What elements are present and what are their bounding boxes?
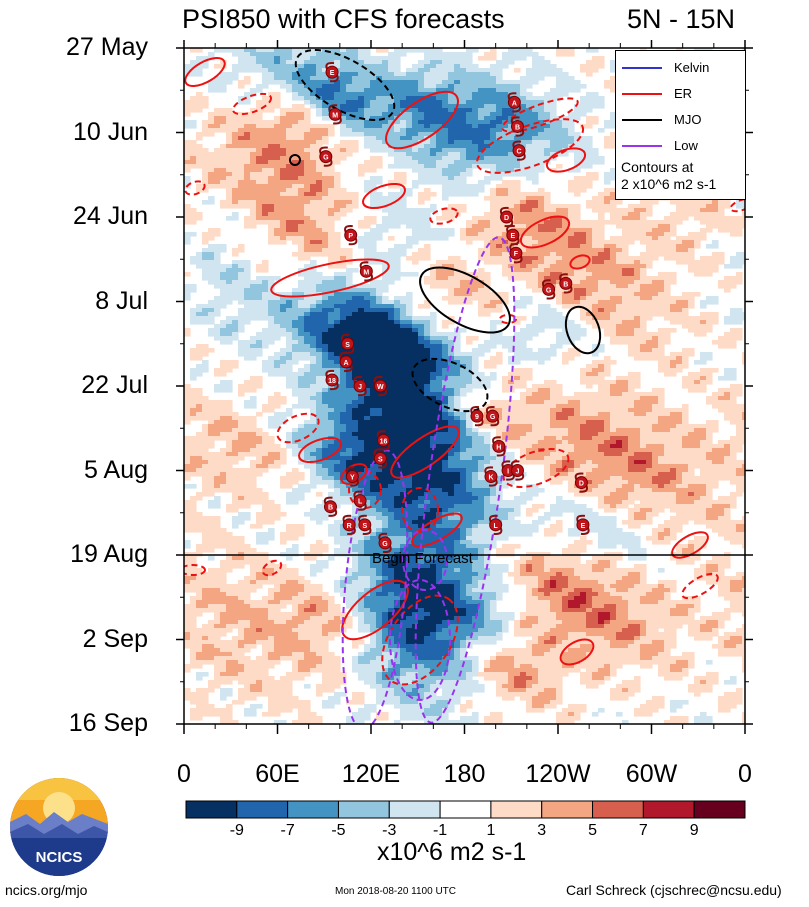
colorbar-tick-label: -9 [229,822,244,839]
legend-note: Contours at 2 x10^6 m2 s-1 [621,159,717,192]
storm-marker: M [328,104,342,125]
x-tick-label: 120W [525,760,591,788]
y-tick-label: 22 Jul [81,371,148,399]
storm-marker: B [559,273,573,294]
colorbar-swatch [337,800,390,819]
colorbar-swatch [693,800,746,819]
storm-marker: C [512,140,526,161]
storm-marker: G [485,406,500,427]
x-tick-label: 120E [341,760,401,788]
storm-marker: P [344,224,358,246]
colorbar-tick-label: 7 [638,822,648,839]
storm-marker: D [499,206,514,228]
colorbar-swatch [287,800,339,819]
storm-marker: G [541,279,556,300]
colorbar-tick-label: -5 [331,822,346,839]
storm-marker: S [358,514,372,535]
y-tick-label: 27 May [66,33,148,61]
storm-marker: F [509,243,523,264]
y-tick-label: 24 Jun [72,202,148,230]
storm-marker: K [484,466,498,487]
storm-marker: M [359,261,374,282]
ncics-logo: NCICS [10,778,108,876]
colorbar-swatch [185,800,238,819]
colorbar-tick-label: 9 [689,822,699,839]
colorbar-swatch [490,800,543,819]
y-tick-label: 16 Sep [68,709,148,737]
storm-marker: L [488,514,503,535]
storm-marker: W [373,375,388,397]
legend-line-kelvin [622,67,662,69]
colorbar-units: x10^6 m2 s-1 [377,838,527,866]
x-tick-label: 60W [625,760,678,788]
colorbar-tick-label: -7 [280,822,295,839]
storm-marker: H [492,436,506,457]
storm-marker: D [574,472,589,493]
footer-author: Carl Schreck (cjschrec@ncsu.edu) [566,882,782,898]
colorbar-swatch [388,800,441,819]
storm-marker: J [510,460,525,481]
colorbar-tick-label: -3 [382,822,397,839]
colorbar-tick-label: -1 [432,822,448,839]
legend-line-mjo [622,119,662,121]
y-tick-label: 19 Aug [70,540,148,568]
colorbar-tick-label: 1 [486,822,496,839]
contour-legend: Kelvin ER MJO Low Contours at 2 x10^6 m2… [615,50,746,200]
y-tick-label: 2 Sep [82,624,148,653]
colorbar-tick-label: 5 [588,822,597,839]
storm-marker: G [319,146,333,167]
storm-marker: 9 [470,406,484,427]
storm-marker: J [353,375,367,397]
colorbar-swatch [236,800,289,819]
footer-url: ncics.org/mjo [5,882,88,898]
x-tick-label: 180 [443,760,486,788]
storm-marker: E [325,62,339,83]
colorbar-swatch [541,800,594,819]
storm-marker: S [373,448,388,469]
legend-line-low [622,145,662,147]
storm-marker: A [507,92,522,113]
y-tick-label: 5 Aug [84,455,148,484]
storm-marker: E [506,224,520,246]
footer-timestamp: Mon 2018-08-20 1100 UTC [335,886,456,897]
region-label: 5N - 15N [627,4,736,34]
storm-marker: R [342,514,356,535]
storm-marker: E [576,514,590,535]
storm-marker: B [510,116,525,137]
y-tick-label: 8 Jul [95,286,148,315]
storm-marker: L [353,490,367,511]
storm-marker: I [501,460,515,481]
storm-marker: A [339,351,353,372]
colorbar-swatch [592,800,644,819]
colorbar-swatch [439,800,492,819]
legend-line-er [622,93,662,95]
storm-marker: 16 [376,430,391,451]
y-tick-label: 10 Jun [72,117,148,146]
x-tick-label: 0 [177,760,191,788]
begin-forecast-label: Begin Forecast [372,550,474,567]
chart-title: PSI850 with CFS forecasts [182,4,505,34]
x-tick-label: 0 [738,760,752,788]
storm-marker: B [323,496,338,517]
colorbar-swatch [642,800,695,819]
x-tick-label: 60E [255,760,300,788]
storm-marker: Y [345,466,359,487]
colorbar-tick-label: 3 [537,822,547,839]
storm-marker: 18 [325,369,339,391]
storm-marker: G [378,532,392,554]
